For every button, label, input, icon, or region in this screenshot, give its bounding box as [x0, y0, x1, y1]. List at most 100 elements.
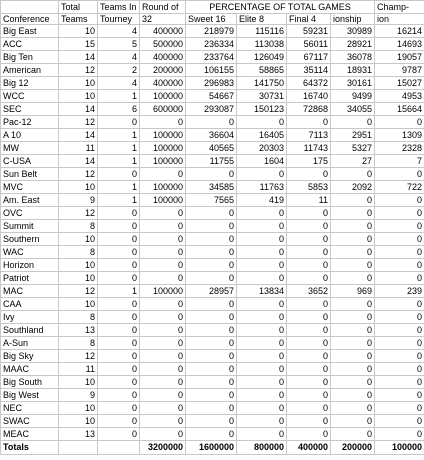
- cell-r32[interactable]: 0: [139, 349, 186, 363]
- cell-s16[interactable]: 0: [185, 427, 237, 441]
- cell-r32[interactable]: 0: [139, 414, 186, 428]
- cell-s16[interactable]: 296983: [185, 76, 237, 90]
- cell-r32[interactable]: 0: [139, 310, 186, 324]
- header-cell-round-of-32[interactable]: Round of: [139, 0, 186, 14]
- cell-champ[interactable]: 2951: [329, 128, 376, 142]
- cell-f4[interactable]: 59231: [286, 24, 331, 38]
- cell-champ[interactable]: 30989: [329, 24, 376, 38]
- cell-e8[interactable]: 0: [236, 115, 287, 129]
- cell-f4[interactable]: 3652: [286, 284, 331, 298]
- cell-e8[interactable]: 0: [236, 310, 287, 324]
- cell-e8[interactable]: 0: [236, 297, 287, 311]
- cell-s16[interactable]: 0: [185, 414, 237, 428]
- cell-champ[interactable]: 9499: [329, 89, 376, 103]
- cell-tourney[interactable]: 4: [97, 24, 140, 38]
- cell-tourney[interactable]: 1: [97, 193, 140, 207]
- cell-tourney[interactable]: 0: [97, 388, 140, 402]
- header-cell-total-teams[interactable]: Teams: [58, 13, 98, 25]
- totals-cell-f4[interactable]: 400000: [286, 440, 331, 455]
- cell-total[interactable]: 10: [58, 271, 98, 285]
- cell-total[interactable]: 14: [58, 128, 98, 142]
- cell-tourney[interactable]: 0: [97, 323, 140, 337]
- cell-e8[interactable]: 115116: [236, 24, 287, 38]
- cell-conference[interactable]: MW: [0, 141, 59, 155]
- cell-conference[interactable]: Ivy: [0, 310, 59, 324]
- cell-total[interactable]: 10: [58, 180, 98, 194]
- cell-total[interactable]: 8: [58, 336, 98, 350]
- cell-r32[interactable]: 0: [139, 336, 186, 350]
- cell-conference[interactable]: WAC: [0, 245, 59, 259]
- cell-total[interactable]: 12: [58, 115, 98, 129]
- cell-e8[interactable]: 419: [236, 193, 287, 207]
- cell-e8[interactable]: 0: [236, 271, 287, 285]
- cell-r32[interactable]: 0: [139, 245, 186, 259]
- cell-tourney[interactable]: 0: [97, 232, 140, 246]
- cell-s16[interactable]: 0: [185, 375, 237, 389]
- cell-champ[interactable]: 0: [329, 219, 376, 233]
- cell-e8[interactable]: 0: [236, 219, 287, 233]
- header-cell[interactable]: [0, 0, 59, 14]
- cell-champion[interactable]: 0: [374, 258, 424, 272]
- cell-champion[interactable]: 0: [374, 232, 424, 246]
- cell-f4[interactable]: 0: [286, 414, 331, 428]
- cell-f4[interactable]: 0: [286, 258, 331, 272]
- cell-tourney[interactable]: 0: [97, 401, 140, 415]
- header-cell-total-teams[interactable]: Total: [58, 0, 98, 14]
- totals-cell-tourney[interactable]: [97, 440, 140, 455]
- cell-s16[interactable]: 0: [185, 245, 237, 259]
- cell-e8[interactable]: 0: [236, 336, 287, 350]
- cell-e8[interactable]: 13834: [236, 284, 287, 298]
- cell-conference[interactable]: SWAC: [0, 414, 59, 428]
- cell-e8[interactable]: 16405: [236, 128, 287, 142]
- cell-s16[interactable]: 40565: [185, 141, 237, 155]
- cell-r32[interactable]: 100000: [139, 154, 186, 168]
- cell-conference[interactable]: Big Sky: [0, 349, 59, 363]
- cell-conference[interactable]: MEAC: [0, 427, 59, 441]
- cell-tourney[interactable]: 1: [97, 284, 140, 298]
- cell-conference[interactable]: MAAC: [0, 362, 59, 376]
- header-cell-champion[interactable]: Champ-: [374, 0, 424, 14]
- cell-champ[interactable]: 5327: [329, 141, 376, 155]
- cell-f4[interactable]: 0: [286, 245, 331, 259]
- cell-s16[interactable]: 106155: [185, 63, 237, 77]
- cell-tourney[interactable]: 5: [97, 37, 140, 51]
- cell-f4[interactable]: 0: [286, 362, 331, 376]
- cell-f4[interactable]: 0: [286, 336, 331, 350]
- cell-champ[interactable]: 34055: [329, 102, 376, 116]
- cell-f4[interactable]: 0: [286, 206, 331, 220]
- cell-champion[interactable]: 2328: [374, 141, 424, 155]
- cell-champ[interactable]: 0: [329, 401, 376, 415]
- cell-champion[interactable]: 0: [374, 219, 424, 233]
- cell-r32[interactable]: 0: [139, 427, 186, 441]
- cell-total[interactable]: 10: [58, 24, 98, 38]
- cell-f4[interactable]: 0: [286, 271, 331, 285]
- cell-r32[interactable]: 0: [139, 219, 186, 233]
- cell-e8[interactable]: 0: [236, 206, 287, 220]
- cell-conference[interactable]: Summit: [0, 219, 59, 233]
- cell-e8[interactable]: 0: [236, 427, 287, 441]
- cell-champ[interactable]: 0: [329, 271, 376, 285]
- cell-tourney[interactable]: 1: [97, 180, 140, 194]
- cell-total[interactable]: 11: [58, 141, 98, 155]
- cell-f4[interactable]: 7113: [286, 128, 331, 142]
- cell-conference[interactable]: Big 12: [0, 76, 59, 90]
- cell-f4[interactable]: 0: [286, 323, 331, 337]
- cell-champ[interactable]: 0: [329, 115, 376, 129]
- cell-conference[interactable]: C-USA: [0, 154, 59, 168]
- cell-s16[interactable]: 0: [185, 219, 237, 233]
- cell-tourney[interactable]: 0: [97, 362, 140, 376]
- cell-tourney[interactable]: 1: [97, 141, 140, 155]
- cell-f4[interactable]: 64372: [286, 76, 331, 90]
- cell-champ[interactable]: 0: [329, 336, 376, 350]
- cell-champion[interactable]: 0: [374, 245, 424, 259]
- cell-conference[interactable]: Big West: [0, 388, 59, 402]
- cell-s16[interactable]: 0: [185, 271, 237, 285]
- header-cell-elite8[interactable]: Elite 8: [236, 13, 287, 25]
- cell-total[interactable]: 14: [58, 154, 98, 168]
- cell-champion[interactable]: 0: [374, 336, 424, 350]
- cell-e8[interactable]: 0: [236, 349, 287, 363]
- cell-r32[interactable]: 0: [139, 232, 186, 246]
- cell-s16[interactable]: 11755: [185, 154, 237, 168]
- totals-cell-champ[interactable]: 200000: [329, 440, 376, 455]
- cell-conference[interactable]: SEC: [0, 102, 59, 116]
